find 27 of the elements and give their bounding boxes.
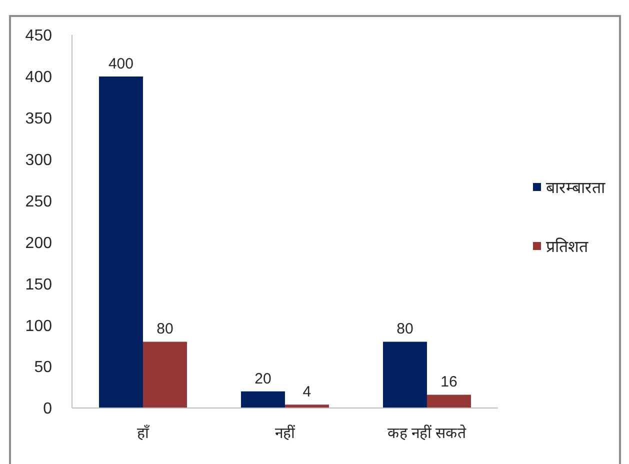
legend-label: बारम्बारता [546, 180, 605, 197]
bar [240, 391, 285, 408]
data-label: 80 [156, 320, 174, 338]
x-tick-label: नहीं [275, 424, 296, 442]
data-label: 400 [108, 55, 134, 72]
x-tick-label: कह नहीं सकते [387, 424, 467, 442]
data-label: 80 [396, 320, 414, 338]
y-tick-label: 50 [34, 359, 52, 376]
y-tick-label: 150 [25, 276, 52, 294]
bar [382, 342, 427, 408]
legend-label: प्रतिशत [546, 239, 588, 256]
y-tick-label: 450 [25, 28, 52, 45]
data-label: 20 [254, 370, 272, 388]
y-tick-label: 250 [25, 193, 52, 210]
bar [98, 76, 143, 408]
y-tick-label: 0 [43, 400, 52, 418]
data-label: 16 [440, 374, 458, 391]
y-tick-label: 400 [25, 69, 52, 86]
bar [284, 404, 329, 408]
y-tick-label: 200 [25, 234, 52, 252]
bar [426, 394, 471, 408]
y-tick-label: 100 [25, 318, 52, 335]
y-tick-label: 300 [25, 152, 52, 170]
bar [142, 342, 187, 408]
y-tick-label: 350 [25, 110, 52, 128]
data-label: 4 [302, 384, 312, 401]
x-tick-label: हाँ [137, 424, 150, 442]
